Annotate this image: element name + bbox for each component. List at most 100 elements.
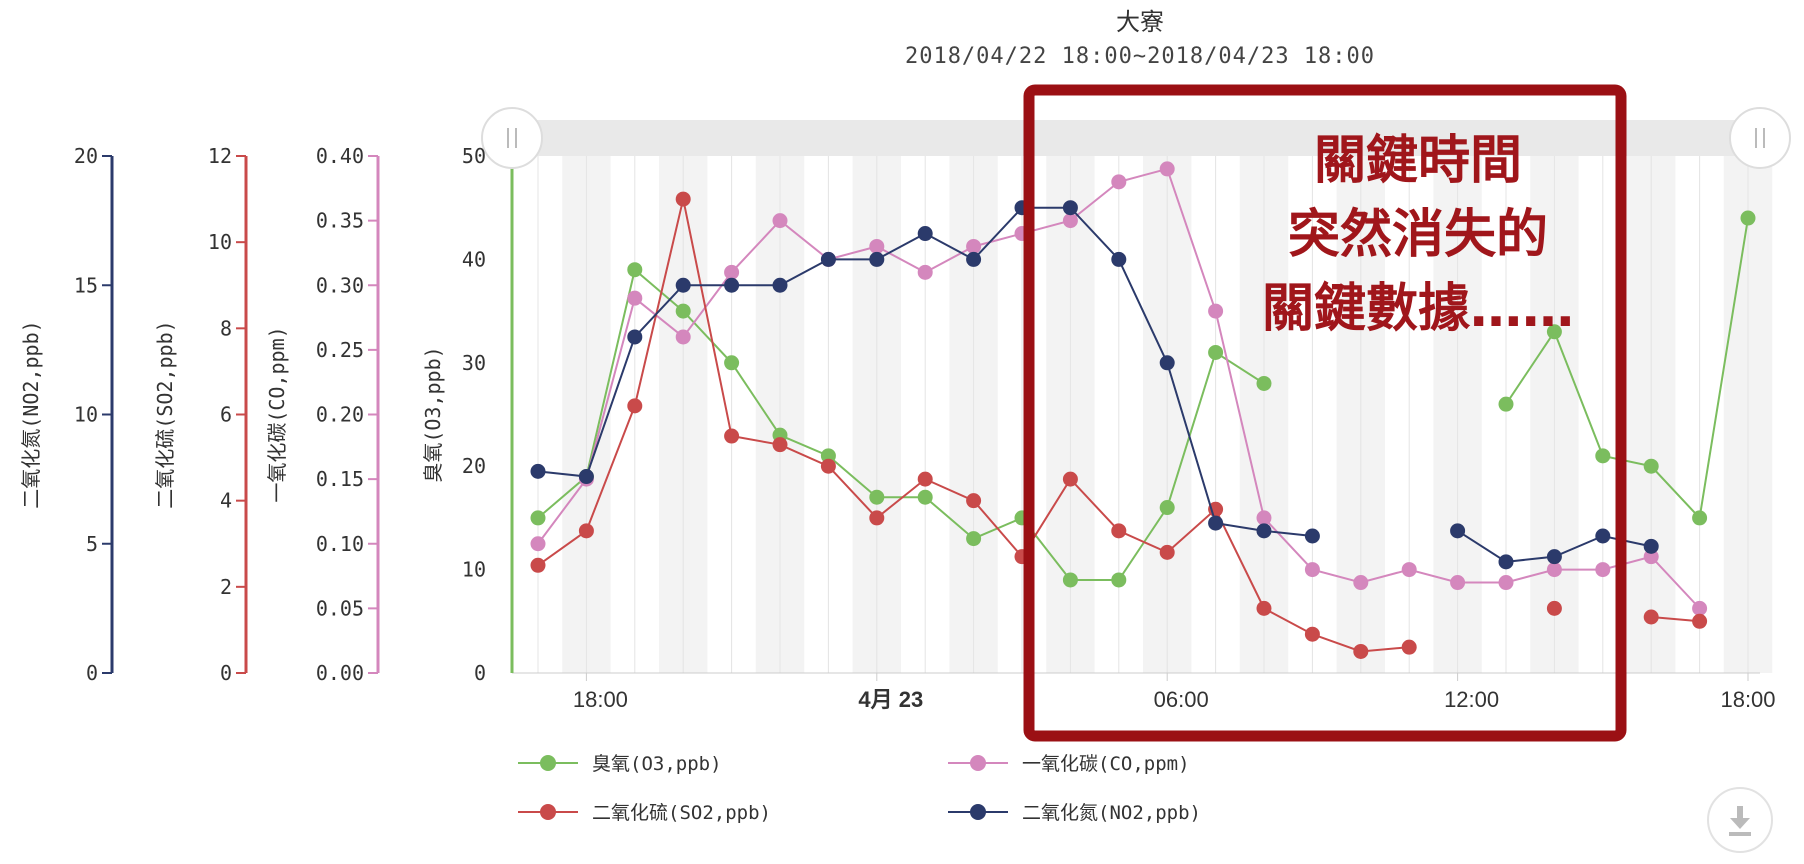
y-axis-no2: 0 5 10 15 20 二氧化氮(NO2,ppb) [19, 144, 114, 685]
data-point-so2 [1692, 613, 1708, 629]
data-point-co [966, 238, 982, 254]
y-tick-label-so2: 6 [220, 403, 232, 427]
y-axis-title-o3: 臭氧(O3,ppb) [421, 346, 445, 482]
data-point-no2 [1159, 355, 1175, 371]
data-point-o3 [1643, 458, 1659, 474]
y-tick-label-no2: 10 [74, 403, 98, 427]
data-point-so2 [1159, 544, 1175, 560]
data-point-no2 [772, 277, 788, 293]
data-point-o3 [1062, 572, 1078, 588]
legend-item[interactable]: 臭氧(O3,ppb) [518, 753, 722, 775]
data-point-so2 [1111, 523, 1127, 539]
data-point-co [1208, 303, 1224, 319]
data-point-co [724, 264, 740, 280]
y-tick-label-o3: 50 [462, 144, 486, 168]
y-axis-title-so2: 二氧化硫(SO2,ppb) [153, 320, 177, 508]
y-axis-title-co: 一氧化碳(CO,ppm) [265, 326, 289, 502]
data-point-co [1546, 562, 1562, 578]
y-tick-label-o3: 30 [462, 351, 486, 375]
y-tick-label-o3: 40 [462, 247, 486, 271]
y-tick-label-co: 0.35 [316, 209, 364, 233]
data-point-so2 [1256, 600, 1272, 616]
data-point-o3 [869, 489, 885, 505]
legend-item[interactable]: 二氧化硫(SO2,ppb) [518, 802, 771, 824]
data-point-no2 [1595, 528, 1611, 544]
legend-marker [970, 755, 986, 771]
data-point-no2 [1256, 523, 1272, 539]
y-tick-label-co: 0.05 [316, 596, 364, 620]
x-tick-label: 4月 23 [858, 687, 923, 712]
legend-marker [540, 804, 556, 820]
annotation-line-1: 關鍵時間 [1314, 131, 1522, 191]
y-axes: 0 5 10 15 20 二氧化氮(NO2,ppb) 0 2 4 6 8 10 12 二氧化硫(SO2,p… [19, 144, 486, 685]
plot-area [510, 140, 1773, 674]
legend-label: 二氧化硫(SO2,ppb) [592, 802, 771, 824]
legend-label: 臭氧(O3,ppb) [592, 753, 722, 775]
data-point-no2 [1111, 251, 1127, 267]
legend-marker [540, 755, 556, 771]
y-tick-label-so2: 4 [220, 489, 232, 513]
data-point-co [1450, 575, 1466, 591]
series-line-o3 [537, 267, 1265, 581]
data-point-o3 [820, 448, 836, 464]
data-point-so2 [724, 428, 740, 444]
data-point-no2 [1498, 554, 1514, 570]
data-point-co [1353, 575, 1369, 591]
data-point-co [1595, 562, 1611, 578]
chart-subtitle: 2018/04/22 18:00~2018/04/23 18:00 [905, 44, 1375, 69]
y-tick-label-so2: 10 [208, 230, 232, 254]
series-line-so2 [1651, 615, 1700, 623]
data-point-so2 [869, 510, 885, 526]
data-point-co [627, 290, 643, 306]
data-point-no2 [917, 226, 933, 242]
x-tick-label: 18:00 [573, 687, 628, 712]
data-point-o3 [1692, 510, 1708, 526]
data-point-co [1401, 562, 1417, 578]
data-point-so2 [1062, 471, 1078, 487]
navigator-scrollbar[interactable] [512, 120, 1760, 156]
y-tick-label-no2: 5 [86, 532, 98, 556]
x-tick-label: 06:00 [1154, 687, 1209, 712]
data-point-o3 [1256, 375, 1272, 391]
y-axis-title-no2: 二氧化氮(NO2,ppb) [19, 320, 43, 508]
y-tick-label-no2: 15 [74, 273, 98, 297]
legend-label: 一氧化碳(CO,ppm) [1022, 753, 1190, 775]
annotation-box [1023, 84, 1627, 742]
data-point-o3 [675, 303, 691, 319]
data-point-no2 [966, 251, 982, 267]
y-tick-label-so2: 12 [208, 144, 232, 168]
x-tick-label: 18:00 [1720, 687, 1775, 712]
data-point-so2 [530, 557, 546, 573]
data-point-no2 [627, 329, 643, 345]
chart-title: 大寮 [1116, 8, 1164, 36]
x-axis: 18:00 4月 23 06:00 12:00 18:00 [573, 673, 1776, 712]
y-tick-label-so2: 2 [220, 575, 232, 599]
download-button[interactable] [1707, 787, 1773, 853]
data-point-o3 [1546, 324, 1562, 340]
scrollbar-left-handle[interactable] [481, 107, 543, 169]
data-point-co [772, 213, 788, 229]
data-point-o3 [1740, 210, 1756, 226]
data-point-so2 [1546, 600, 1562, 616]
legend-item[interactable]: 二氧化氮(NO2,ppb) [948, 802, 1201, 824]
data-point-o3 [1595, 448, 1611, 464]
data-point-no2 [1062, 200, 1078, 216]
y-tick-label-no2: 0 [86, 661, 98, 685]
data-point-so2 [1304, 626, 1320, 642]
data-point-o3 [1208, 344, 1224, 360]
scrollbar-right-handle[interactable] [1729, 107, 1791, 169]
y-tick-label-co: 0.25 [316, 338, 364, 362]
data-point-so2 [1353, 643, 1369, 659]
y-tick-label-so2: 8 [220, 316, 232, 340]
series-no2 [530, 200, 1659, 570]
data-point-co [1062, 213, 1078, 229]
data-point-no2 [1304, 528, 1320, 544]
data-point-co [869, 238, 885, 254]
y-tick-label-o3: 0 [474, 661, 486, 685]
data-point-so2 [675, 191, 691, 207]
legend-label: 二氧化氮(NO2,ppb) [1022, 802, 1201, 824]
legend-marker [970, 804, 986, 820]
data-point-co [530, 536, 546, 552]
legend-item[interactable]: 一氧化碳(CO,ppm) [948, 753, 1190, 775]
